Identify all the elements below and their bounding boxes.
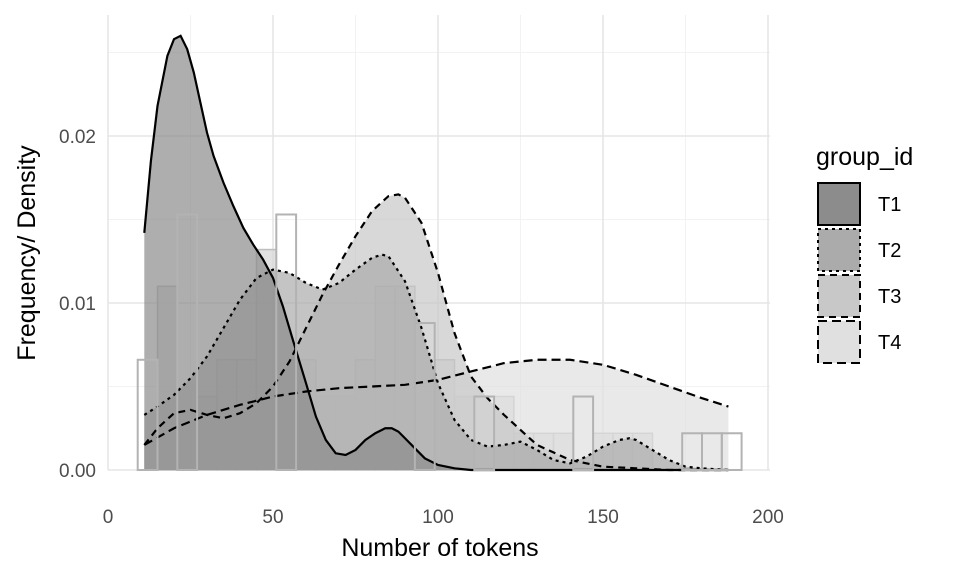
x-tick-label: 150 [587,507,619,528]
histogram-bar [473,395,496,471]
legend-key-swatch [817,274,861,318]
x-tick-label: 100 [422,507,454,528]
legend-label: T3 [878,286,901,308]
legend-items: T1 T2 T3 T4 [817,182,901,364]
density-curves [143,34,729,472]
legend-label: T2 [878,240,901,262]
legend-key-swatch [817,228,861,272]
x-tick-label: 200 [752,507,784,528]
legend: group_id T1 T2 T3 T4 [816,143,913,364]
x-tick-label: 0 [103,507,114,528]
histogram-bar [275,213,298,471]
legend-item-t4: T4 [817,320,901,364]
histogram-bar [572,395,595,471]
y-tick-label: 0.01 [59,294,96,315]
histogram-bar [136,358,159,471]
legend-item-t3: T3 [817,274,901,318]
y-tick-label: 0.02 [59,127,96,148]
density-line-t4 [143,358,729,446]
legend-key-swatch [817,182,861,226]
legend-item-t1: T1 [817,182,901,226]
y-axis-ticks: 0.00 0.01 0.02 [59,127,96,482]
histogram-bar [413,322,436,472]
density-line-t3 [143,193,729,472]
legend-title: group_id [816,143,913,171]
y-tick-label: 0.00 [59,461,96,482]
histogram-bar [720,432,743,472]
histogram-outline-bars [136,213,743,472]
density-line-t2 [143,253,729,472]
histogram-bar [176,213,199,471]
legend-label: T4 [878,332,901,354]
x-axis-ticks: 0 50 100 150 200 [103,507,784,528]
legend-key-swatch [817,320,861,364]
density-line-t1 [143,34,729,472]
x-axis-title: Number of tokens [341,534,538,562]
x-tick-label: 50 [262,507,283,528]
legend-item-t2: T2 [817,228,901,272]
legend-label: T1 [878,194,901,216]
y-axis-title: Frequency/ Density [13,145,41,361]
